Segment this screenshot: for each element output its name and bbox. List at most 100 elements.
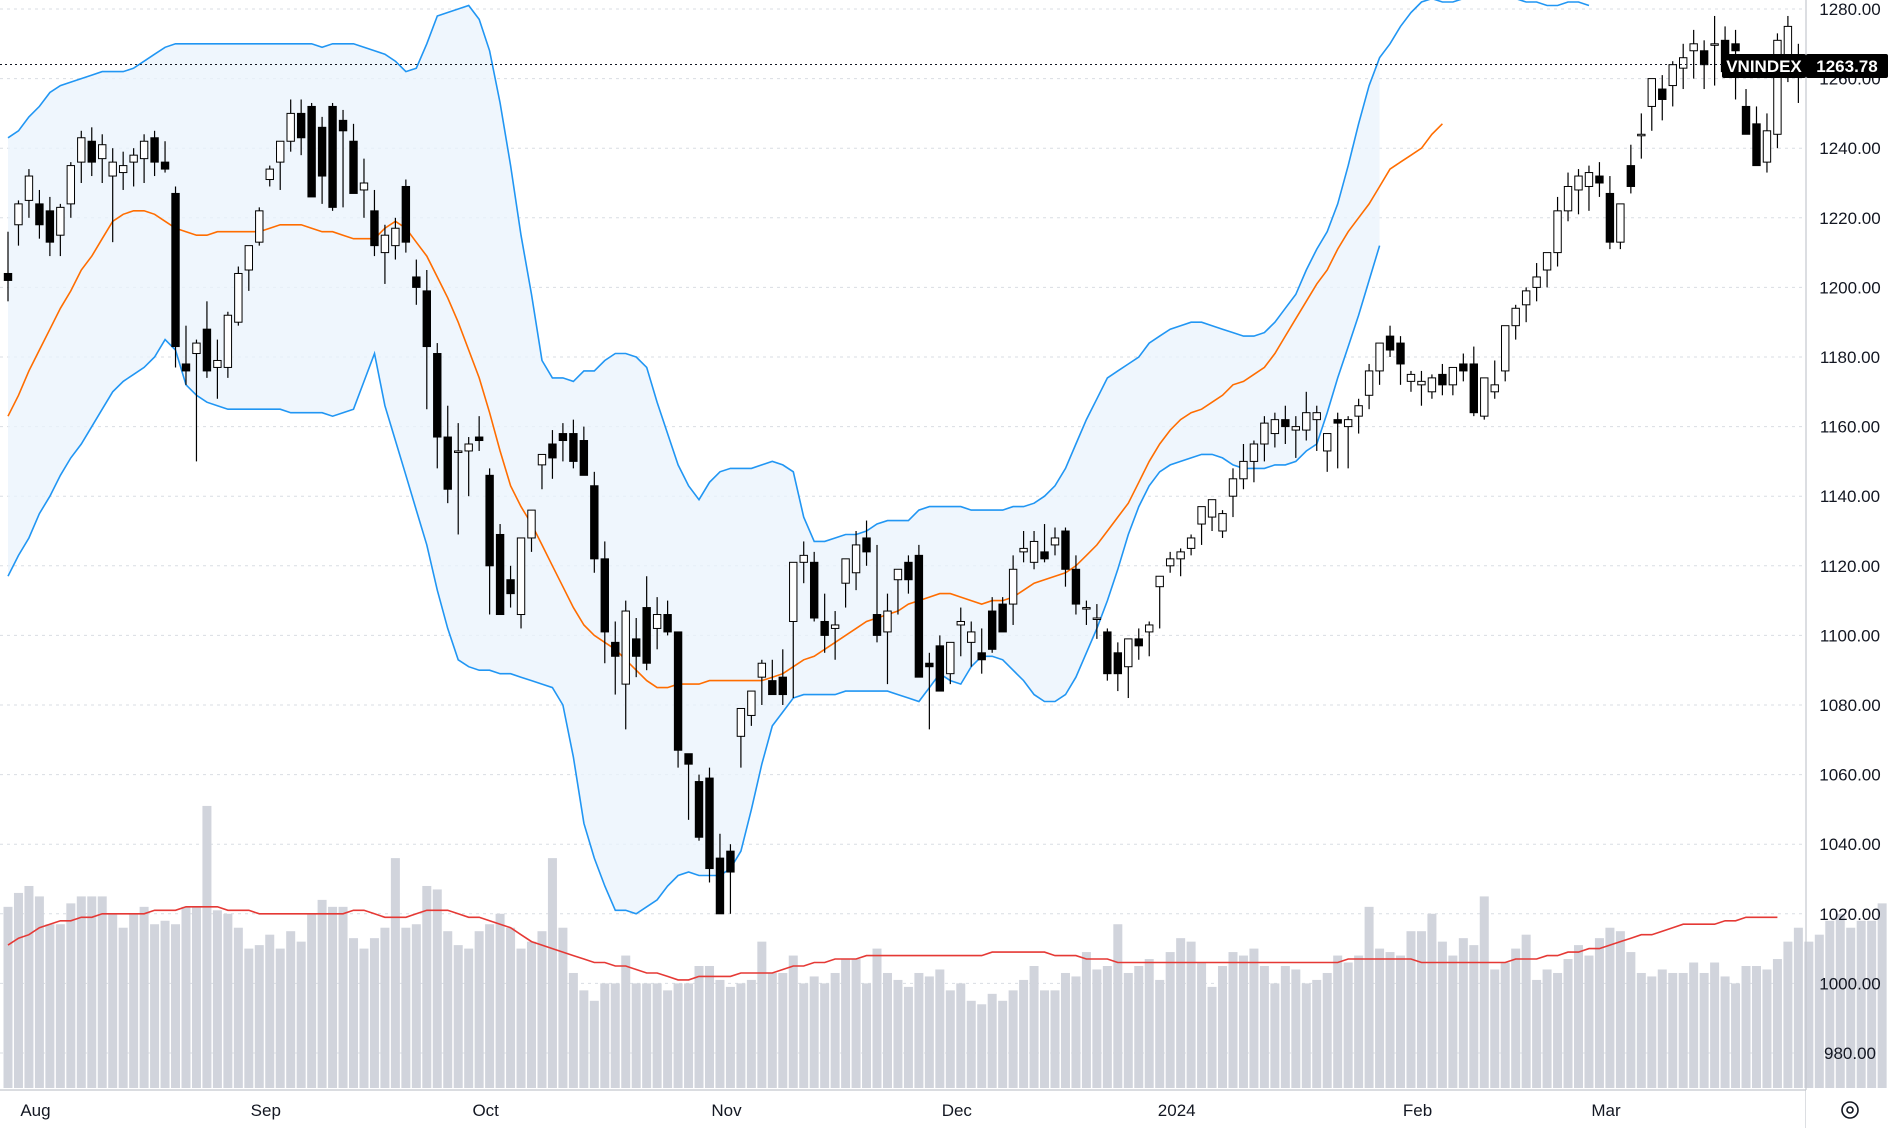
candle[interactable] <box>1417 370 1426 406</box>
candle[interactable] <box>391 217 400 260</box>
candle[interactable] <box>1134 628 1143 660</box>
candle[interactable] <box>1511 304 1520 340</box>
candle[interactable] <box>454 423 463 535</box>
candle[interactable] <box>202 301 212 378</box>
candle[interactable] <box>652 597 662 650</box>
candle[interactable] <box>35 189 44 239</box>
candle[interactable] <box>1459 353 1468 382</box>
candle[interactable] <box>789 561 798 699</box>
candle[interactable] <box>56 203 65 257</box>
candle[interactable] <box>24 169 34 218</box>
candle[interactable] <box>1647 78 1656 131</box>
candle[interactable] <box>1186 534 1196 556</box>
candle[interactable] <box>380 224 390 284</box>
candle[interactable] <box>66 162 76 218</box>
candle[interactable] <box>1490 360 1499 399</box>
candle[interactable] <box>579 426 589 476</box>
candle[interactable] <box>45 196 55 257</box>
candle[interactable] <box>276 140 285 190</box>
candle[interactable] <box>108 148 117 243</box>
candle[interactable] <box>422 270 432 410</box>
candle[interactable] <box>213 339 222 399</box>
candle[interactable] <box>192 339 201 462</box>
candle[interactable] <box>684 753 693 820</box>
candle[interactable] <box>433 343 442 469</box>
candle[interactable] <box>506 565 515 608</box>
candle[interactable] <box>946 641 955 685</box>
candle[interactable] <box>1176 548 1185 577</box>
candle[interactable] <box>925 652 934 730</box>
candle[interactable] <box>809 551 819 622</box>
candle[interactable] <box>412 259 421 305</box>
candle[interactable] <box>1029 531 1039 570</box>
candle[interactable] <box>1668 61 1677 107</box>
candle[interactable] <box>1113 642 1123 692</box>
candle[interactable] <box>1040 524 1049 563</box>
candle[interactable] <box>1333 412 1342 469</box>
candle[interactable] <box>1260 416 1269 462</box>
candle[interactable] <box>98 134 107 183</box>
candle[interactable] <box>1710 15 1719 86</box>
candle[interactable] <box>1312 405 1321 451</box>
candle[interactable] <box>359 158 369 218</box>
candle[interactable] <box>1019 531 1028 563</box>
candle[interactable] <box>1605 176 1615 250</box>
candle[interactable] <box>893 568 903 615</box>
candle[interactable] <box>1741 89 1751 135</box>
candle[interactable] <box>747 690 756 726</box>
candle[interactable] <box>1291 416 1301 458</box>
candle[interactable] <box>967 621 976 667</box>
candle[interactable] <box>1239 444 1248 490</box>
candle[interactable] <box>611 621 620 695</box>
candle[interactable] <box>349 123 358 194</box>
candle[interactable] <box>1532 263 1541 302</box>
candle[interactable] <box>234 266 243 326</box>
candle[interactable] <box>757 659 767 705</box>
candle[interactable] <box>914 544 924 678</box>
candle[interactable] <box>736 707 746 768</box>
candle[interactable] <box>705 767 714 883</box>
candle[interactable] <box>642 576 651 671</box>
candle[interactable] <box>150 130 159 177</box>
candle[interactable] <box>956 607 965 657</box>
candle[interactable] <box>935 635 945 692</box>
candle[interactable] <box>1103 628 1112 681</box>
candle[interactable] <box>118 151 128 190</box>
candle[interactable] <box>77 130 86 183</box>
candle[interactable] <box>181 325 191 385</box>
candle[interactable] <box>768 659 777 696</box>
candle[interactable] <box>1616 203 1625 250</box>
candle[interactable] <box>1699 40 1709 90</box>
candle[interactable] <box>851 531 861 591</box>
candle[interactable] <box>139 134 149 183</box>
candle[interactable] <box>474 416 484 451</box>
candle[interactable] <box>673 631 683 768</box>
candle[interactable] <box>1752 106 1761 167</box>
candle[interactable] <box>14 200 23 246</box>
candle[interactable] <box>715 833 725 915</box>
candle[interactable] <box>1165 551 1175 573</box>
candle[interactable] <box>307 102 316 198</box>
candle[interactable] <box>632 618 641 678</box>
candle[interactable] <box>778 649 787 705</box>
candle[interactable] <box>1553 196 1562 267</box>
candle[interactable] <box>569 419 578 469</box>
candle[interactable] <box>1563 172 1573 222</box>
candle[interactable] <box>1469 346 1478 417</box>
candle[interactable] <box>998 597 1007 633</box>
candle[interactable] <box>1438 363 1447 396</box>
candle[interactable] <box>286 99 295 152</box>
candle[interactable] <box>1249 440 1259 483</box>
candle[interactable] <box>1595 162 1604 197</box>
candle[interactable] <box>1155 575 1164 629</box>
candle[interactable] <box>830 611 840 660</box>
candle[interactable] <box>255 207 264 246</box>
candle[interactable] <box>1385 325 1395 357</box>
candle[interactable] <box>862 520 871 566</box>
candle[interactable] <box>1354 398 1363 434</box>
candle[interactable] <box>160 141 170 173</box>
candle[interactable] <box>1574 169 1583 215</box>
candle[interactable] <box>338 109 348 208</box>
